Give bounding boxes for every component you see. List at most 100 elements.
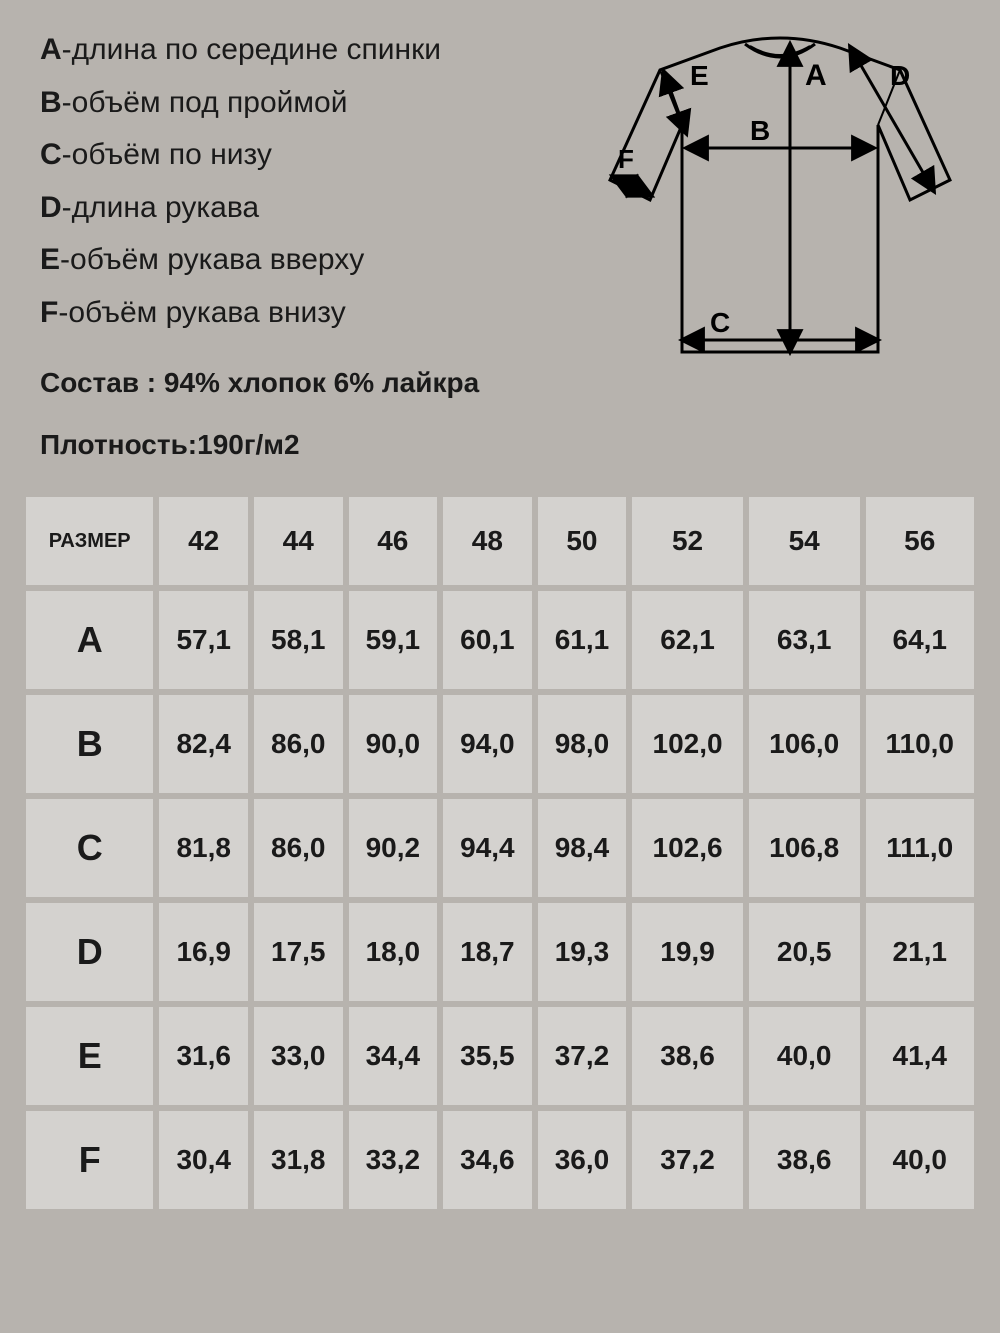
- cell: 106,8: [749, 799, 860, 897]
- page: A-длина по середине спинки B-объём под п…: [0, 0, 1000, 1333]
- cell: 40,0: [749, 1007, 860, 1105]
- row-key-a: A: [26, 591, 153, 689]
- cell: 19,9: [632, 903, 743, 1001]
- table-row: D 16,9 17,5 18,0 18,7 19,3 19,9 20,5 21,…: [26, 903, 974, 1001]
- legend-key-f: F: [40, 296, 58, 329]
- cell: 35,5: [443, 1007, 532, 1105]
- cell: 86,0: [254, 799, 343, 897]
- legend-text-e: -объём рукава вверху: [60, 243, 364, 276]
- cell: 106,0: [749, 695, 860, 793]
- legend-key-c: C: [40, 138, 62, 171]
- legend-line-f: F-объём рукава внизу: [40, 293, 580, 334]
- row-key-d: D: [26, 903, 153, 1001]
- cell: 17,5: [254, 903, 343, 1001]
- cell: 98,0: [538, 695, 627, 793]
- cell: 33,0: [254, 1007, 343, 1105]
- table-header-row: РАЗМЕР 42 44 46 48 50 52 54 56: [26, 497, 974, 585]
- cell: 34,6: [443, 1111, 532, 1209]
- table-row: B 82,4 86,0 90,0 94,0 98,0 102,0 106,0 1…: [26, 695, 974, 793]
- col-46: 46: [349, 497, 438, 585]
- cell: 30,4: [159, 1111, 248, 1209]
- col-42: 42: [159, 497, 248, 585]
- col-50: 50: [538, 497, 627, 585]
- table-row: C 81,8 86,0 90,2 94,4 98,4 102,6 106,8 1…: [26, 799, 974, 897]
- cell: 102,0: [632, 695, 743, 793]
- cell: 81,8: [159, 799, 248, 897]
- diagram-label-c: C: [710, 307, 730, 338]
- cell: 94,0: [443, 695, 532, 793]
- cell: 64,1: [866, 591, 975, 689]
- cell: 94,4: [443, 799, 532, 897]
- cell: 82,4: [159, 695, 248, 793]
- cell: 102,6: [632, 799, 743, 897]
- legend-text-b: -объём под проймой: [62, 86, 348, 119]
- legend-text-d: -длина рукава: [62, 191, 259, 224]
- row-key-b: B: [26, 695, 153, 793]
- legend-key-b: B: [40, 86, 62, 119]
- cell: 31,8: [254, 1111, 343, 1209]
- cell: 16,9: [159, 903, 248, 1001]
- composition: Состав : 94% хлопок 6% лайкра: [40, 367, 580, 399]
- cell: 21,1: [866, 903, 975, 1001]
- cell: 59,1: [349, 591, 438, 689]
- legend-key-d: D: [40, 191, 62, 224]
- cell: 86,0: [254, 695, 343, 793]
- row-key-f: F: [26, 1111, 153, 1209]
- cell: 36,0: [538, 1111, 627, 1209]
- cell: 33,2: [349, 1111, 438, 1209]
- legend-line-c: C-объём по низу: [40, 135, 580, 176]
- legend-line-d: D-длина рукава: [40, 188, 580, 229]
- cell: 37,2: [632, 1111, 743, 1209]
- diagram-label-e: E: [690, 60, 709, 91]
- cell: 18,0: [349, 903, 438, 1001]
- diagram-label-d: D: [890, 60, 910, 91]
- col-56: 56: [866, 497, 975, 585]
- col-52: 52: [632, 497, 743, 585]
- legend-line-b: B-объём под проймой: [40, 83, 580, 124]
- cell: 57,1: [159, 591, 248, 689]
- cell: 111,0: [866, 799, 975, 897]
- cell: 60,1: [443, 591, 532, 689]
- cell: 18,7: [443, 903, 532, 1001]
- cell: 41,4: [866, 1007, 975, 1105]
- cell: 19,3: [538, 903, 627, 1001]
- col-48: 48: [443, 497, 532, 585]
- row-key-c: C: [26, 799, 153, 897]
- cell: 38,6: [632, 1007, 743, 1105]
- size-header: РАЗМЕР: [26, 497, 153, 585]
- table-row: E 31,6 33,0 34,4 35,5 37,2 38,6 40,0 41,…: [26, 1007, 974, 1105]
- top-section: A-длина по середине спинки B-объём под п…: [20, 30, 980, 461]
- cell: 58,1: [254, 591, 343, 689]
- cell: 90,0: [349, 695, 438, 793]
- cell: 110,0: [866, 695, 975, 793]
- cell: 38,6: [749, 1111, 860, 1209]
- legend-key-a: A: [40, 33, 62, 66]
- diagram-label-a: A: [805, 59, 827, 92]
- legend-text-c: -объём по низу: [62, 138, 272, 171]
- legend-text-a: -длина по середине спинки: [62, 33, 441, 66]
- size-table: РАЗМЕР 42 44 46 48 50 52 54 56 A 57,1 58…: [20, 491, 980, 1215]
- table-row: A 57,1 58,1 59,1 60,1 61,1 62,1 63,1 64,…: [26, 591, 974, 689]
- cell: 31,6: [159, 1007, 248, 1105]
- cell: 90,2: [349, 799, 438, 897]
- legend-line-e: E-объём рукава вверху: [40, 240, 580, 281]
- cell: 61,1: [538, 591, 627, 689]
- density: Плотность:190г/м2: [40, 429, 580, 461]
- legend: A-длина по середине спинки B-объём под п…: [40, 30, 580, 461]
- legend-key-e: E: [40, 243, 60, 276]
- row-key-e: E: [26, 1007, 153, 1105]
- tshirt-diagram: A B C D E F: [600, 30, 960, 370]
- legend-line-a: A-длина по середине спинки: [40, 30, 580, 71]
- cell: 98,4: [538, 799, 627, 897]
- cell: 34,4: [349, 1007, 438, 1105]
- diagram-label-f: F: [618, 144, 634, 174]
- legend-text-f: -объём рукава внизу: [58, 296, 345, 329]
- cell: 63,1: [749, 591, 860, 689]
- table-row: F 30,4 31,8 33,2 34,6 36,0 37,2 38,6 40,…: [26, 1111, 974, 1209]
- cell: 20,5: [749, 903, 860, 1001]
- col-54: 54: [749, 497, 860, 585]
- diagram-label-b: B: [750, 115, 770, 146]
- cell: 40,0: [866, 1111, 975, 1209]
- col-44: 44: [254, 497, 343, 585]
- cell: 37,2: [538, 1007, 627, 1105]
